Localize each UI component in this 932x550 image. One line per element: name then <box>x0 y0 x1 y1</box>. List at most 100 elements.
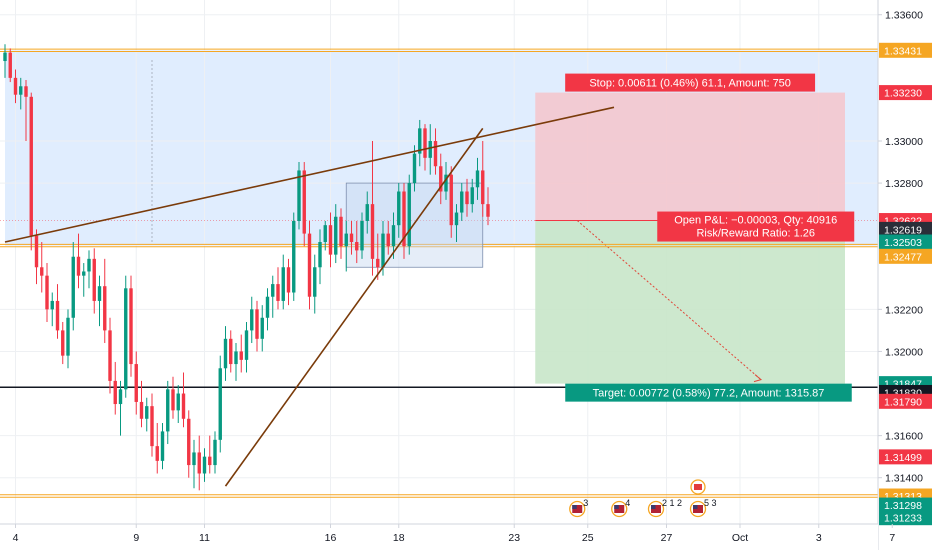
time-tick-label: 16 <box>325 532 337 544</box>
candle-body <box>433 140 438 167</box>
candle-body <box>376 258 380 268</box>
candle-body <box>234 351 238 365</box>
price-tag-bg <box>879 42 932 58</box>
price-tag-bg <box>879 221 932 237</box>
candle-body <box>197 452 201 474</box>
economic-event-markers[interactable]: 3 4 2 1 2 5 3 <box>569 479 717 518</box>
candle-body <box>428 140 432 158</box>
trendline <box>4 106 615 243</box>
candle-body <box>470 187 474 205</box>
candle-body <box>255 309 259 339</box>
candle-body <box>160 431 165 461</box>
candle-body <box>34 235 39 268</box>
time-tick-label: Oct <box>732 532 748 544</box>
candle-body <box>402 191 406 247</box>
candle-body <box>82 271 86 276</box>
candle-body <box>286 267 291 293</box>
candle-body <box>134 364 138 402</box>
event-marker: 5 3 <box>689 498 717 518</box>
candle-body <box>250 309 254 331</box>
flag-canton <box>651 505 656 509</box>
candle-body <box>229 338 233 365</box>
candle-body <box>449 174 453 226</box>
candle-body <box>444 174 448 192</box>
time-tick-label: 9 <box>133 532 139 544</box>
event-count: 3 <box>583 498 588 508</box>
candle-body <box>223 338 228 369</box>
candle-body <box>187 418 191 466</box>
time-axis[interactable]: 4 9 11 16 18 23 25 27 Oct 3 7 <box>0 523 895 550</box>
pnl-label: Open P&L: −0.00003, Qty: 40916 <box>674 215 837 227</box>
flag-canton <box>693 505 698 509</box>
candlesticks <box>3 44 490 491</box>
stop-label-bg <box>565 73 816 92</box>
candle-body <box>61 330 65 356</box>
event-marker: 4 <box>611 498 630 518</box>
price-tick-label: 1.33600 <box>885 10 923 22</box>
time-tick-label: 4 <box>13 532 19 544</box>
time-tick-label: 23 <box>508 532 520 544</box>
candle-body <box>71 256 75 318</box>
price-axis[interactable]: 1.33600 1.33000 1.32800 1.32200 1.32000 1.316… <box>877 0 932 550</box>
candle-body <box>475 170 480 188</box>
candle-body <box>213 439 217 466</box>
candle-body <box>302 170 306 234</box>
candle-body <box>50 300 54 310</box>
candle-body <box>76 256 81 276</box>
candle-body <box>13 77 18 95</box>
price-tick-label: 1.32200 <box>885 304 923 316</box>
time-tick-label: 25 <box>582 532 594 544</box>
projection-arrowhead <box>753 374 763 383</box>
price-tick-label: 1.33000 <box>885 136 923 148</box>
candle-body <box>139 401 144 419</box>
time-tick-label: 7 <box>889 532 895 544</box>
flag-canton <box>572 505 577 509</box>
candle-body <box>92 258 96 301</box>
short-position-tool[interactable] <box>0 92 878 384</box>
canada-flag-red <box>694 484 702 490</box>
candle-body <box>407 183 411 247</box>
candle-body <box>486 204 490 217</box>
rr-label: Risk/Reward Ratio: 1.26 <box>696 228 815 240</box>
candle-body <box>129 288 133 365</box>
price-tag: 1.33230 <box>884 88 922 100</box>
candle-body <box>8 52 12 78</box>
candle-body <box>412 153 417 184</box>
price-tag: 1.32619 <box>884 224 922 236</box>
candle-body <box>460 191 464 213</box>
candle-body <box>328 225 333 255</box>
time-tick-label: 18 <box>393 532 405 544</box>
candle-body <box>465 191 469 205</box>
price-tag: 1.32503 <box>884 237 922 249</box>
candle-body <box>192 452 196 466</box>
candle-body <box>397 191 401 226</box>
candle-body <box>334 216 338 255</box>
price-tag: 1.33431 <box>884 45 922 57</box>
event-marker: 2 1 2 <box>647 498 682 518</box>
candle-body <box>103 286 107 331</box>
candle-body <box>360 220 364 251</box>
trendline <box>224 127 484 487</box>
candle-body <box>386 233 390 247</box>
time-axis-bg <box>0 524 878 550</box>
price-tick-label: 1.32800 <box>885 178 923 190</box>
candle-body <box>176 393 180 411</box>
price-tick-label: 1.31600 <box>885 431 923 443</box>
flag-stripes <box>651 505 661 513</box>
candle-body <box>87 258 91 272</box>
candle-body <box>29 96 33 236</box>
candle-body <box>124 288 128 390</box>
candle-body <box>55 300 60 331</box>
flag-stripes <box>693 505 703 513</box>
trendlines[interactable] <box>4 106 615 487</box>
stop-label: Stop: 0.00611 (0.46%) 61.1, Amount: 750 <box>589 78 791 90</box>
range-rectangle <box>345 182 484 268</box>
candle-body <box>323 225 327 243</box>
candle-body <box>171 389 175 411</box>
candle-body <box>145 406 149 419</box>
candle-body <box>45 275 49 310</box>
candle-body <box>439 166 443 192</box>
price-tag: 1.31790 <box>884 396 922 408</box>
candle-body <box>66 317 70 356</box>
